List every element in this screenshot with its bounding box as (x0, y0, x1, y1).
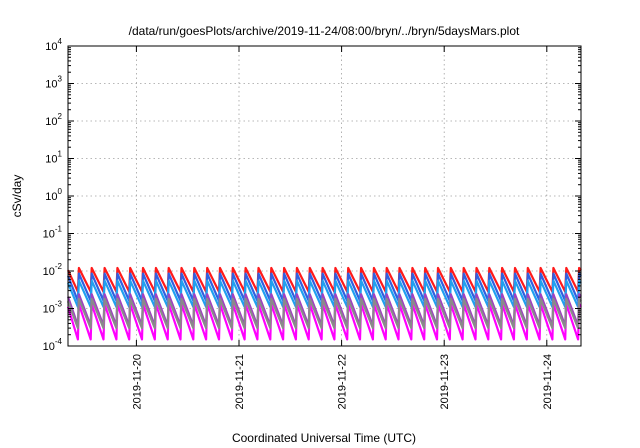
y-tick-label-exponent: -4 (55, 337, 63, 346)
y-tick-label-base: 10 (43, 304, 55, 316)
y-tick-label-exponent: 4 (58, 37, 63, 46)
y-tick-label: 102 (45, 112, 62, 128)
y-tick-label-exponent: 1 (58, 150, 63, 159)
y-tick-label-base: 10 (43, 266, 55, 278)
y-tick-label-base: 10 (45, 41, 57, 53)
series-layer (66, 266, 582, 341)
x-tick-label: 2019-11-23 (439, 354, 451, 409)
x-tick-label: 2019-11-20 (131, 354, 143, 409)
y-tick-label-exponent: -1 (55, 225, 63, 234)
y-tick-label-base: 10 (43, 341, 55, 353)
grid (68, 46, 581, 346)
y-tick-label-exponent: -3 (55, 300, 63, 309)
y-tick-label: 100 (45, 187, 62, 203)
x-axis: 2019-11-20 2019-11-21 2019-11-22 2019-11-23… (131, 46, 554, 409)
y-tick-label-base: 10 (43, 229, 55, 241)
x-tick-label: 2019-11-24 (542, 354, 554, 409)
y-tick-label: 10-2 (43, 262, 63, 278)
y-tick-label-base: 10 (45, 79, 57, 91)
x-tick-label: 2019-11-22 (337, 354, 349, 409)
y-tick-label-base: 10 (45, 191, 57, 203)
y-axis-label: cSv/day (10, 175, 24, 218)
y-tick-label-exponent: 2 (58, 112, 63, 121)
series-line-4 (66, 303, 582, 341)
x-tick-label: 2019-11-21 (234, 354, 246, 409)
y-tick-label-exponent: -2 (55, 262, 63, 271)
x-axis-label: Coordinated Universal Time (UTC) (232, 431, 416, 445)
y-tick-label-exponent: 3 (58, 75, 63, 84)
y-tick-label: 104 (45, 37, 62, 53)
y-tick-label: 10-1 (43, 225, 63, 241)
y-tick-label: 10-4 (43, 337, 63, 353)
series-line-5 (66, 297, 582, 330)
y-tick-label: 103 (45, 75, 62, 91)
y-tick-label-base: 10 (45, 154, 57, 166)
y-tick-label: 101 (45, 150, 62, 166)
y-tick-label: 10-3 (43, 300, 63, 316)
chart-title: /data/run/goesPlots/archive/2019-11-24/0… (129, 24, 520, 38)
y-tick-label-exponent: 0 (58, 187, 63, 196)
y-tick-label-base: 10 (45, 116, 57, 128)
